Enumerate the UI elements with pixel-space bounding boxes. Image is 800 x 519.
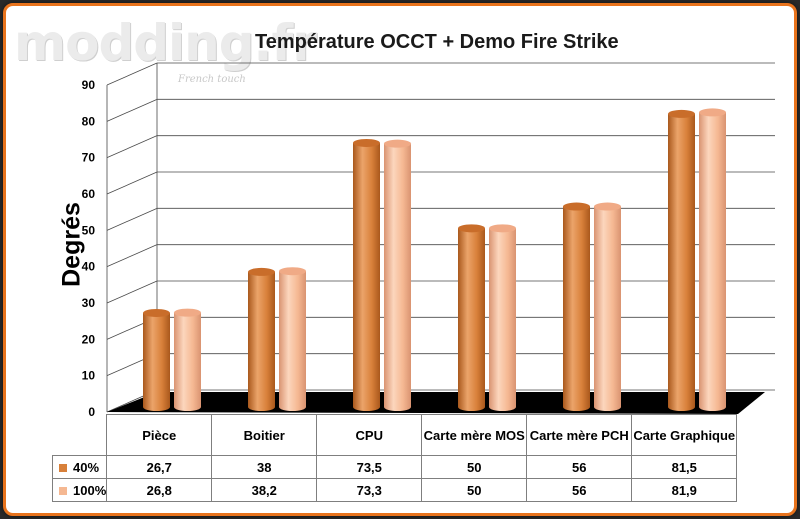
gridline-side (106, 244, 158, 268)
data-label: 81,5 (631, 455, 738, 479)
legend-label: 100% (73, 482, 107, 498)
y-tick-label: 20 (82, 332, 96, 346)
gridline-side (106, 135, 158, 159)
bar-40 (458, 228, 485, 411)
y-tick-label: 10 (82, 369, 96, 383)
bar-top-100 (174, 308, 201, 317)
bar-100 (699, 112, 726, 412)
series-row-100: 100% 26,8 38,2 73,3 50 56 81,9 (51, 478, 738, 502)
data-label: 26,7 (106, 455, 213, 479)
y-tick-label: 30 (82, 296, 96, 310)
y-tick-label: 70 (82, 151, 96, 165)
gridline-side (106, 171, 158, 195)
y-tick-label: 50 (82, 223, 96, 237)
bar-top-40 (143, 308, 170, 317)
bar-top-100 (384, 139, 411, 148)
data-label: 56 (526, 478, 633, 502)
data-label: 50 (421, 478, 528, 502)
gridline-side (106, 280, 158, 304)
bar-top-40 (668, 109, 695, 118)
bar-100 (174, 312, 201, 411)
data-label: 50 (421, 455, 528, 479)
category-label: Carte mère MOS (421, 414, 528, 456)
y-tick-label: 90 (82, 78, 96, 92)
bar-40 (248, 271, 275, 411)
bar-top-40 (563, 202, 590, 211)
y-tick-label: 80 (82, 114, 96, 128)
category-label: Boitier (211, 414, 318, 456)
bar-100 (489, 228, 516, 411)
bar-top-40 (458, 224, 485, 233)
chart-floor (107, 392, 765, 414)
legend-swatch-40 (59, 464, 67, 473)
legend-label: 40% (73, 459, 100, 475)
watermark-tagline: French touch (178, 74, 246, 85)
watermark-logo: modding.fr (14, 14, 317, 72)
data-label: 73,3 (316, 478, 423, 502)
bar-top-100 (594, 202, 621, 211)
bar-top-40 (353, 138, 380, 147)
bar-top-40 (248, 267, 275, 276)
y-tick-label: 60 (82, 187, 96, 201)
bar-100 (594, 206, 621, 411)
gridline-side (106, 62, 158, 86)
series-row-40: 40% 26,7 38 73,5 50 56 81,5 (51, 455, 738, 479)
data-label: 73,5 (316, 455, 423, 479)
data-label: 26,8 (106, 478, 213, 502)
table-corner (52, 414, 108, 456)
category-label: Carte Graphique (631, 414, 738, 456)
y-tick-label: 40 (82, 260, 96, 274)
chart-title: Température OCCT + Demo Fire Strike (255, 31, 619, 53)
category-label: Pièce (106, 414, 213, 456)
data-table: Pièce Boitier CPU Carte mère MOS Carte m… (51, 414, 738, 502)
bar-40 (563, 206, 590, 411)
bar-40 (353, 142, 380, 411)
bar-top-100 (699, 108, 726, 117)
bar-40 (668, 113, 695, 411)
gridline-side (106, 98, 158, 122)
data-label: 81,9 (631, 478, 738, 502)
data-label: 56 (526, 455, 633, 479)
y-tick-label: 0 (88, 405, 95, 419)
legend-entry-40: 40% (51, 455, 108, 479)
category-header-row: Pièce Boitier CPU Carte mère MOS Carte m… (52, 414, 738, 456)
gridline-side (106, 207, 158, 231)
legend-entry-100: 100% (51, 478, 108, 502)
data-label: 38 (211, 455, 318, 479)
category-label: Carte mère PCH (526, 414, 633, 456)
legend-swatch-100 (59, 487, 67, 496)
bar-100 (384, 143, 411, 411)
bar-40 (143, 312, 170, 411)
data-label: 38,2 (211, 478, 318, 502)
bar-top-100 (489, 224, 516, 233)
category-label: CPU (316, 414, 423, 456)
bar-100 (279, 271, 306, 411)
bar-top-100 (279, 267, 306, 276)
